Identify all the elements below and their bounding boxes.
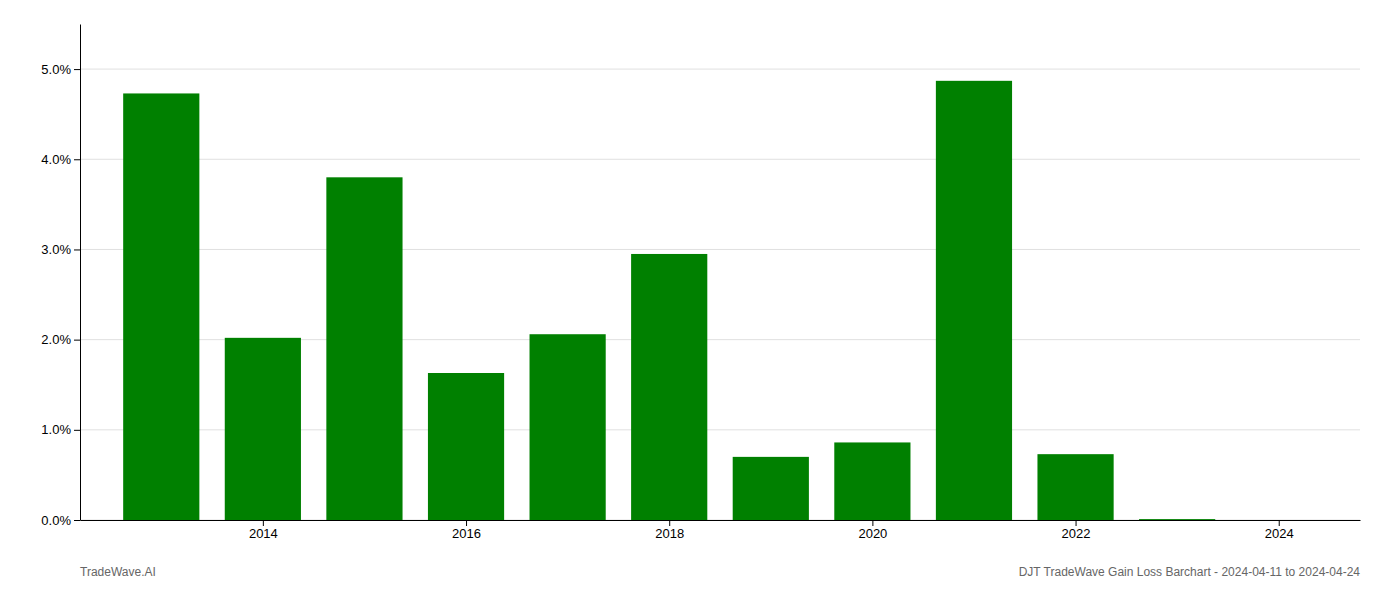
bar (834, 442, 910, 520)
x-tick: 2020 (858, 520, 887, 541)
y-axis-line (80, 25, 81, 521)
x-axis: 2014 2016 2018 2020 2022 2024 (81, 520, 1361, 541)
bar (936, 81, 1012, 520)
y-tick: 5.0% (41, 62, 80, 77)
y-tick-mark (74, 69, 80, 70)
y-tick-mark (74, 249, 80, 250)
y-tick-label: 1.0% (41, 422, 71, 437)
y-tick-mark (74, 340, 80, 341)
x-tick: 2024 (1265, 520, 1294, 541)
x-tick-label: 2018 (655, 526, 684, 541)
bar (733, 457, 809, 520)
x-tick: 2014 (249, 520, 278, 541)
footer-left: TradeWave.AI (80, 565, 156, 579)
bar (326, 177, 402, 520)
x-tick-mark (1076, 520, 1077, 526)
grid (80, 69, 1360, 520)
y-tick-mark (74, 520, 80, 521)
x-tick-label: 2014 (249, 526, 278, 541)
y-tick-label: 3.0% (41, 242, 71, 257)
bar (1037, 454, 1113, 520)
x-tick-label: 2016 (452, 526, 481, 541)
plot-area: 2014 2016 2018 2020 2022 2024 0.0% 1.0% 2.0% 3.0%… (41, 25, 1360, 542)
y-tick: 4.0% (41, 152, 80, 167)
x-tick: 2022 (1062, 520, 1091, 541)
y-tick-label: 4.0% (41, 152, 71, 167)
bars (123, 81, 1215, 520)
x-tick: 2018 (655, 520, 684, 541)
bar (1139, 519, 1215, 520)
bar (123, 93, 199, 520)
y-tick-label: 5.0% (41, 62, 71, 77)
x-tick-label: 2020 (858, 526, 887, 541)
bar (428, 373, 504, 520)
y-tick: 1.0% (41, 422, 80, 437)
x-tick-mark (872, 520, 873, 526)
y-tick-label: 0.0% (41, 513, 71, 528)
bar (530, 334, 606, 520)
x-tick-mark (263, 520, 264, 526)
bar (225, 338, 301, 520)
y-tick: 0.0% (41, 513, 80, 528)
x-tick: 2016 (452, 520, 481, 541)
x-tick-mark (669, 520, 670, 526)
x-tick-label: 2024 (1265, 526, 1294, 541)
x-tick-label: 2022 (1062, 526, 1091, 541)
chart-container: 2014 2016 2018 2020 2022 2024 0.0% 1.0% 2.0% 3.0%… (0, 0, 1400, 600)
footer-right: DJT TradeWave Gain Loss Barchart - 2024-… (1019, 565, 1361, 579)
bar (631, 254, 707, 520)
y-tick: 3.0% (41, 242, 80, 257)
y-tick: 2.0% (41, 332, 80, 347)
y-tick-mark (74, 159, 80, 160)
grid-line (80, 69, 1360, 70)
x-tick-mark (466, 520, 467, 526)
x-axis-line (81, 520, 1361, 521)
y-tick-label: 2.0% (41, 332, 71, 347)
grid-line (80, 249, 1360, 250)
y-tick-mark (74, 430, 80, 431)
grid-line (80, 159, 1360, 160)
chart-svg: 2014 2016 2018 2020 2022 2024 0.0% 1.0% 2.0% 3.0%… (0, 0, 1400, 600)
y-axis: 0.0% 1.0% 2.0% 3.0% 4.0% 5.0% (41, 25, 80, 528)
x-tick-mark (1279, 520, 1280, 526)
